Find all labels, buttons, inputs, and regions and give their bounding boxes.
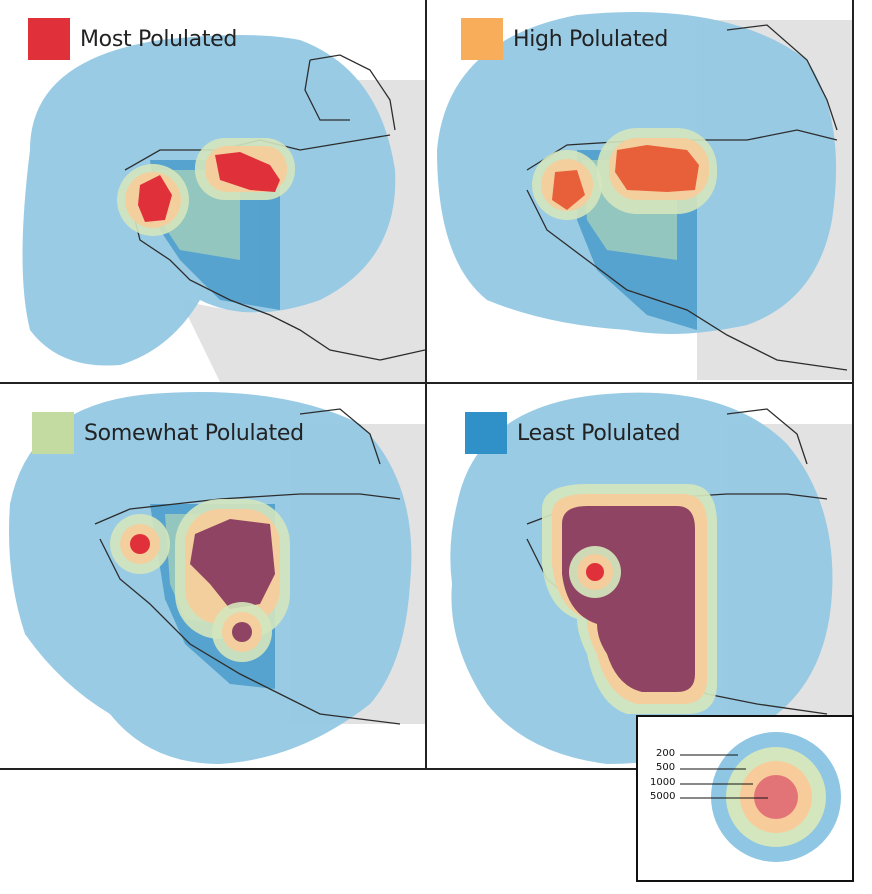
- label-most: Most Polulated: [80, 26, 238, 52]
- scale-circles: [680, 732, 841, 862]
- buffer-scale-legend: 200 500 1000 5000: [636, 715, 854, 882]
- swatch-somewhat: [32, 412, 74, 454]
- pop-core: [215, 152, 280, 192]
- pop-core: [586, 563, 604, 581]
- legend-least: Least Polulated: [465, 412, 680, 454]
- scale-label-500: 500: [656, 762, 676, 773]
- label-least: Least Polulated: [517, 420, 681, 446]
- legend-most: Most Polulated: [28, 18, 237, 60]
- pop-core: [190, 519, 275, 609]
- pop-core: [615, 145, 699, 192]
- legend-high: High Polulated: [461, 18, 668, 60]
- pop-core: [130, 534, 150, 554]
- label-high: High Polulated: [513, 26, 669, 52]
- map-panel-high: High Polulated: [427, 0, 854, 384]
- coastline: [526, 24, 848, 371]
- scale-label-200: 200: [656, 748, 676, 759]
- swatch-least: [465, 412, 507, 454]
- map-somewhat: [9, 392, 425, 764]
- scale-ring-5000: [754, 775, 798, 819]
- label-somewhat: Somewhat Polulated: [84, 420, 304, 446]
- map-panel-least: Least Polulated: [427, 384, 854, 770]
- map-panel-somewhat: Somewhat Polulated: [0, 384, 427, 770]
- map-high: [437, 12, 852, 380]
- scale-label-1000: 1000: [650, 777, 676, 788]
- pop-core: [552, 170, 585, 210]
- swatch-most: [28, 18, 70, 60]
- pop-core: [232, 622, 252, 642]
- map-least: [450, 392, 852, 764]
- swatch-high: [461, 18, 503, 60]
- map-panel-most: Most Polulated: [0, 0, 427, 384]
- scale-label-5000: 5000: [650, 791, 676, 802]
- legend-somewhat: Somewhat Polulated: [32, 412, 304, 454]
- pop-core: [138, 175, 172, 222]
- land-mass: [180, 300, 425, 382]
- map-most: [22, 35, 425, 382]
- coastline: [94, 408, 401, 725]
